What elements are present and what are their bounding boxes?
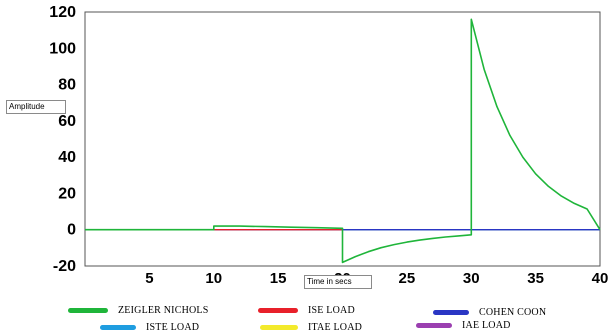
legend-swatch <box>68 308 108 313</box>
y-tick-label: 40 <box>58 149 76 166</box>
x-tick-label: 25 <box>399 270 416 287</box>
legend-item-iae-load: IAE LOAD <box>416 320 511 331</box>
legend-label: ISTE LOAD <box>146 322 200 333</box>
y-tick-labels: 120 100 80 60 40 20 0 -20 <box>49 4 76 275</box>
y-axis-label: Amplitude <box>6 100 66 114</box>
legend-item-iste-load: ISTE LOAD <box>100 322 199 333</box>
legend-swatch <box>416 323 452 328</box>
x-tick-label: 30 <box>463 270 480 287</box>
x-tick-label: 5 <box>145 270 153 287</box>
y-tick-label: 100 <box>49 40 76 57</box>
x-tick-label: 40 <box>592 270 609 287</box>
legend-swatch <box>100 325 136 330</box>
y-tick-label: 20 <box>58 185 76 202</box>
legend-item-itae-load: ITAE LOAD <box>260 322 362 333</box>
legend-label: ISE LOAD <box>308 305 355 316</box>
legend-label: ZEIGLER NICHOLS <box>118 305 209 316</box>
legend-item-ise-load: ISE LOAD <box>258 305 355 316</box>
legend-item-zeigler-nichols: ZEIGLER NICHOLS <box>68 305 209 316</box>
legend-label: COHEN COON <box>479 307 547 318</box>
x-tick-label: 35 <box>527 270 544 287</box>
y-tick-label: 60 <box>58 113 76 130</box>
plot-frame <box>84 11 601 267</box>
legend-label: ITAE LOAD <box>308 322 363 333</box>
series-layer <box>85 18 601 264</box>
legend-label: IAE LOAD <box>462 320 511 331</box>
legend-swatch <box>433 310 469 315</box>
y-tick-label: 80 <box>58 77 76 94</box>
legend-swatch <box>260 325 298 330</box>
y-tick-label: 0 <box>67 222 76 239</box>
x-tick-labels: 510152025303540 <box>145 270 608 287</box>
x-tick-label: 15 <box>270 270 287 287</box>
x-axis-label: Time in secs <box>304 275 372 289</box>
series-line-zeigler-nichols <box>85 18 601 264</box>
x-tick-label: 10 <box>205 270 222 287</box>
legend-swatch <box>258 308 298 313</box>
legend-item-cohen-coon: COHEN COON <box>433 307 546 318</box>
y-tick-label: 120 <box>49 4 76 21</box>
y-tick-label: -20 <box>53 258 76 275</box>
